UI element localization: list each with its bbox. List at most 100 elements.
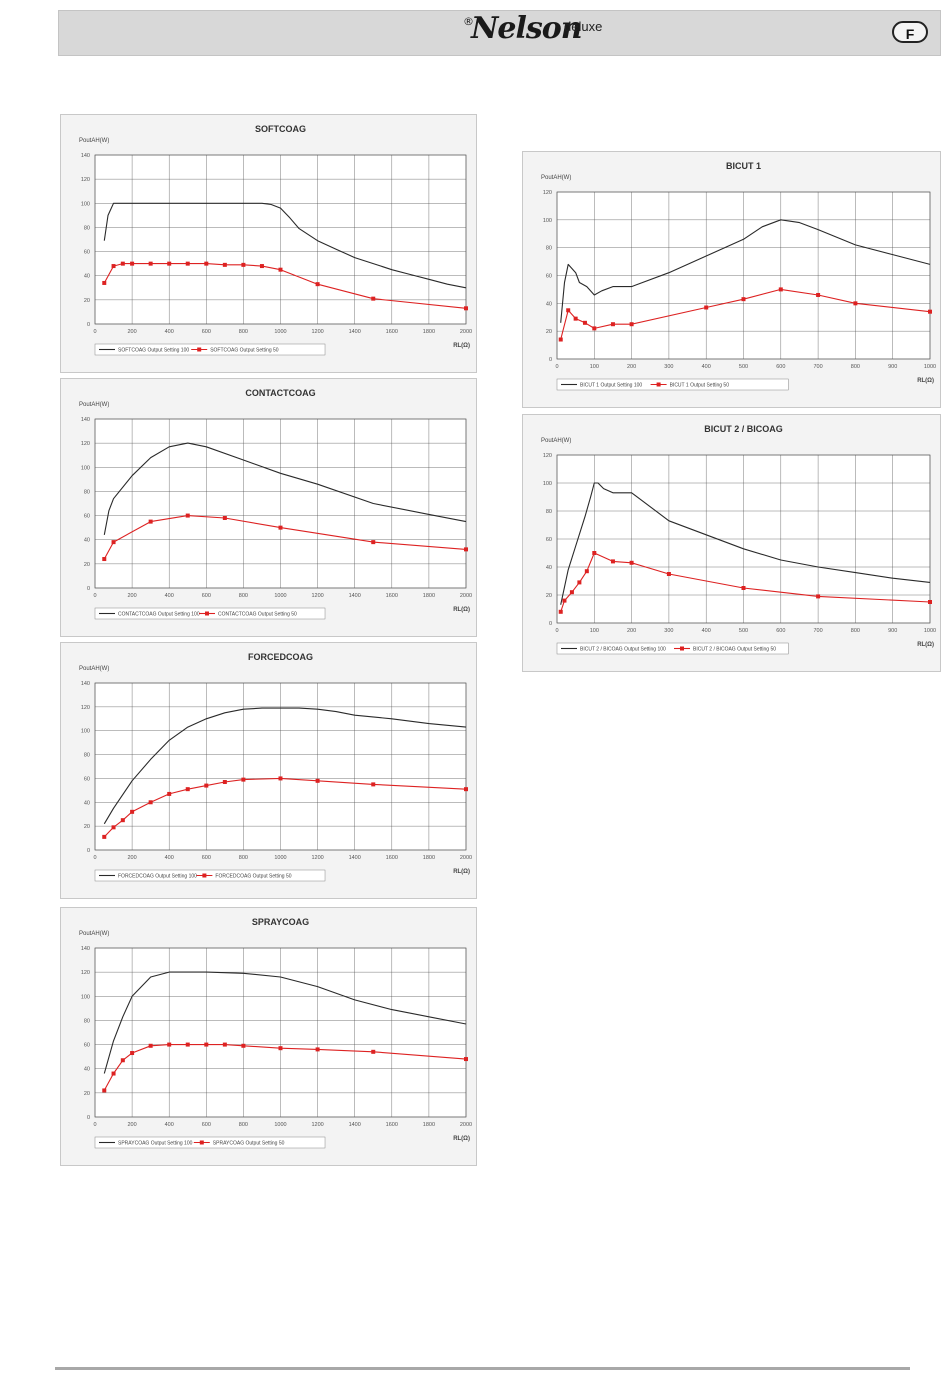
data-point-marker xyxy=(464,547,468,552)
y-tick-label: 40 xyxy=(84,1067,90,1073)
data-point-marker xyxy=(610,322,615,327)
registered-mark: ® xyxy=(463,15,474,28)
y-tick-label: 0 xyxy=(87,1115,90,1121)
legend-label: SPRAYCOAG Output Setting 100 xyxy=(118,1141,193,1147)
data-point-marker xyxy=(259,264,264,269)
x-tick-label: 400 xyxy=(165,855,174,861)
legend-marker xyxy=(197,347,202,352)
series-line-2 xyxy=(103,515,467,560)
data-point-marker xyxy=(130,261,135,266)
legend-label: CONTACTCOAG Output Setting 50 xyxy=(218,612,297,618)
x-tick-label: 400 xyxy=(702,628,711,634)
x-tick-label: 900 xyxy=(888,628,897,634)
data-point-marker xyxy=(278,776,283,781)
x-axis-label: RL(Ω) xyxy=(453,607,470,613)
data-point-marker xyxy=(592,551,597,555)
y-tick-label: 40 xyxy=(546,565,552,571)
data-point-marker xyxy=(582,320,587,325)
x-tick-label: 1200 xyxy=(311,1122,323,1128)
data-point-marker xyxy=(629,560,634,565)
x-tick-label: 800 xyxy=(239,593,248,599)
data-point-marker xyxy=(464,1057,468,1062)
x-tick-label: 400 xyxy=(165,593,174,599)
data-point-marker xyxy=(558,337,563,342)
x-tick-label: 300 xyxy=(664,628,673,634)
chart-bicut1: BICUT 1 PoutAH(W) 0 20 40 60 80 100 120 0 100 200 30… xyxy=(541,161,936,391)
x-tick-label: 800 xyxy=(851,364,860,370)
legend-marker xyxy=(205,611,209,616)
x-tick-label: 1400 xyxy=(349,593,361,599)
chart-panel-contactcoag: CONTACTCOAG PoutAH(W) 0 20 40 60 80 100 120 140 0 2… xyxy=(60,378,477,637)
data-point-marker xyxy=(185,1042,190,1047)
x-tick-label: 1800 xyxy=(423,329,435,335)
x-tick-label: 1600 xyxy=(386,1122,398,1128)
data-point-marker xyxy=(241,1043,246,1048)
x-tick-label: 0 xyxy=(93,855,96,861)
y-tick-label: 60 xyxy=(84,250,90,256)
x-tick-label: 2000 xyxy=(460,329,472,335)
y-tick-label: 60 xyxy=(546,537,552,543)
y-tick-label: 20 xyxy=(84,1091,90,1097)
data-point-marker xyxy=(222,1042,227,1047)
y-axis-label: PoutAH(W) xyxy=(541,175,571,181)
brand-suffix: deluxe xyxy=(564,19,603,34)
data-point-marker xyxy=(928,309,932,314)
x-tick-label: 400 xyxy=(165,329,174,335)
x-tick-label: 0 xyxy=(555,628,558,634)
chart-panel-bicut1: BICUT 1 PoutAH(W) 0 20 40 60 80 100 120 0 100 200 30… xyxy=(522,151,941,408)
x-tick-label: 1000 xyxy=(924,364,936,370)
data-point-marker xyxy=(278,267,283,272)
x-tick-label: 1200 xyxy=(311,593,323,599)
data-point-marker xyxy=(241,777,246,782)
series-line-1 xyxy=(103,202,467,289)
legend-label: CONTACTCOAG Output Setting 100 xyxy=(118,612,200,618)
data-point-marker xyxy=(148,261,153,266)
x-tick-label: 800 xyxy=(851,628,860,634)
x-axis-label: RL(Ω) xyxy=(453,1136,470,1142)
y-tick-label: 100 xyxy=(81,994,90,1000)
y-tick-label: 140 xyxy=(81,946,90,952)
x-tick-label: 200 xyxy=(128,593,137,599)
y-tick-label: 120 xyxy=(81,705,90,711)
chart-title: CONTACTCOAG xyxy=(245,388,315,398)
legend-marker xyxy=(680,646,684,651)
x-tick-label: 2000 xyxy=(460,1122,472,1128)
x-axis-label: RL(Ω) xyxy=(917,378,934,384)
data-point-marker xyxy=(371,1049,376,1054)
data-point-marker xyxy=(562,598,567,603)
data-point-marker xyxy=(741,586,746,590)
chart-title: BICUT 1 xyxy=(726,161,761,171)
y-tick-label: 100 xyxy=(543,481,552,487)
x-tick-label: 700 xyxy=(814,364,823,370)
data-point-marker xyxy=(566,308,571,313)
x-tick-label: 0 xyxy=(93,1122,96,1128)
y-tick-label: 40 xyxy=(84,800,90,806)
data-point-marker xyxy=(928,600,932,604)
x-tick-label: 0 xyxy=(93,593,96,599)
x-tick-label: 1000 xyxy=(274,1122,286,1128)
x-tick-label: 200 xyxy=(627,628,636,634)
x-tick-label: 2000 xyxy=(460,855,472,861)
data-point-marker xyxy=(371,296,376,301)
data-point-marker xyxy=(167,261,172,266)
data-point-marker xyxy=(629,322,634,327)
x-axis-label: RL(Ω) xyxy=(453,343,470,349)
data-point-marker xyxy=(204,1042,209,1047)
legend-marker xyxy=(199,1140,204,1145)
x-tick-label: 500 xyxy=(739,628,748,634)
x-tick-label: 1600 xyxy=(386,855,398,861)
chart-title: SOFTCOAG xyxy=(255,124,306,134)
data-point-marker xyxy=(816,292,821,297)
y-tick-label: 100 xyxy=(81,201,90,207)
data-point-marker xyxy=(704,305,709,310)
series-line-1 xyxy=(103,971,467,1074)
series-line-1 xyxy=(560,219,931,323)
y-tick-label: 140 xyxy=(81,417,90,423)
legend-marker xyxy=(656,382,661,387)
y-tick-label: 60 xyxy=(84,1043,90,1049)
legend-label: SOFTCOAG Output Setting 100 xyxy=(118,348,189,354)
data-point-marker xyxy=(102,834,107,839)
page-header xyxy=(58,10,941,56)
